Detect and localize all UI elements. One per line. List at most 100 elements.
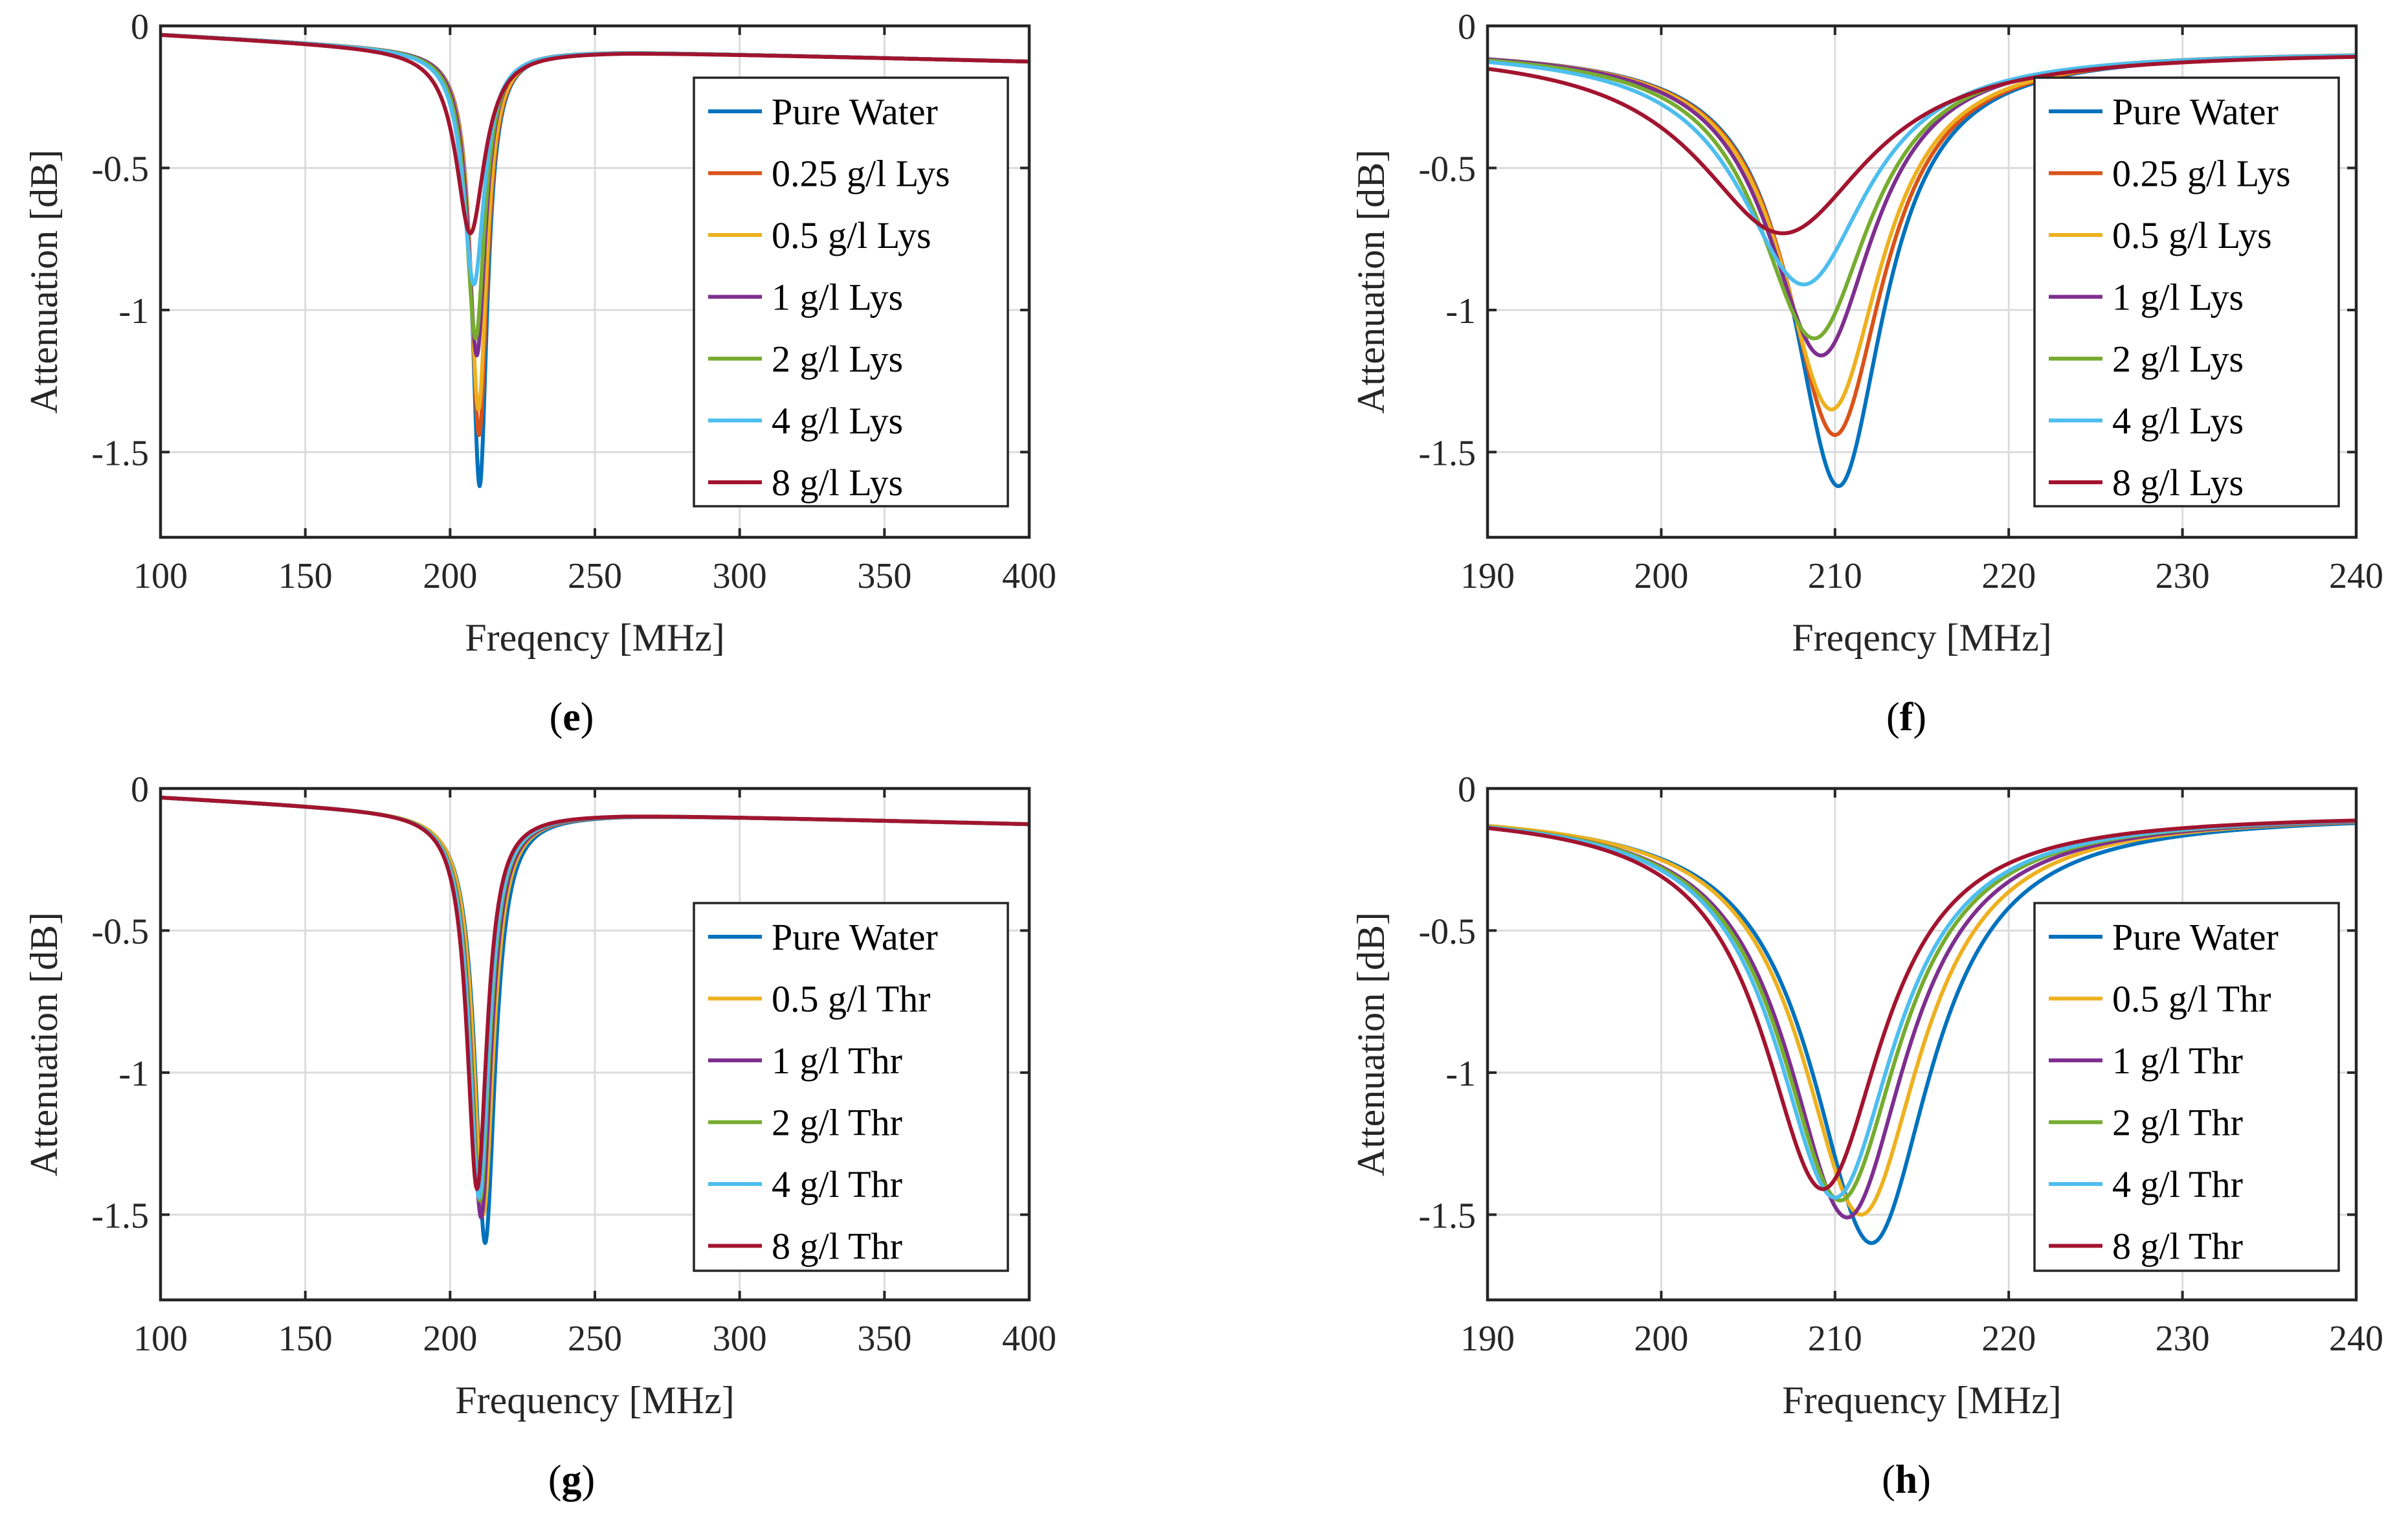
legend-label: Pure Water	[772, 91, 938, 133]
x-tick-label: 150	[278, 1319, 333, 1359]
x-axis-label: Frequency [MHz]	[1782, 1379, 2062, 1422]
legend-label: 8 g/l Lys	[772, 462, 903, 504]
y-tick-label: 0	[131, 770, 149, 810]
x-tick-label: 200	[423, 556, 477, 596]
legend-label: 0.5 g/l Lys	[772, 214, 931, 256]
y-tick-label: -1.5	[1418, 433, 1476, 473]
x-tick-label: 190	[1460, 556, 1515, 596]
x-tick-label: 240	[2329, 556, 2383, 596]
legend: Pure Water 0.5 g/l Thr 1 g/l Thr 2 g/l Thr 4…	[2033, 902, 2340, 1272]
y-tick-label: -0.5	[91, 911, 149, 952]
panel-tag-close: )	[582, 1458, 596, 1502]
y-tick-label: -1.5	[1418, 1196, 1476, 1236]
y-tick-label: -0.5	[1418, 911, 1476, 952]
x-tick-label: 350	[857, 1319, 911, 1359]
x-tick-label: 210	[1808, 556, 1862, 596]
legend-label: Pure Water	[2112, 916, 2279, 958]
x-tick-label: 250	[568, 1319, 622, 1359]
x-tick-label: 350	[857, 556, 911, 596]
series-group	[161, 32, 1029, 488]
legend-label: 8 g/l Lys	[2112, 462, 2244, 504]
x-tick-label: 230	[2156, 556, 2210, 596]
legend-label: 8 g/l Thr	[2112, 1225, 2243, 1268]
x-axis-label: Freqency [MHz]	[1792, 616, 2052, 659]
legend-label: 4 g/l Thr	[772, 1163, 902, 1205]
x-tick-label: 300	[713, 556, 767, 596]
legend-box	[693, 76, 1009, 508]
legend-label: 1 g/l Lys	[2112, 276, 2244, 319]
legend-box	[693, 902, 1009, 1272]
panel-tag: (e)	[550, 695, 594, 739]
legend-label: 4 g/l Thr	[2112, 1163, 2243, 1205]
y-axis-label: Attenuation [dB]	[1350, 912, 1392, 1176]
legend-label: 0.25 g/l Lys	[772, 153, 950, 195]
panel-tag-open: (	[550, 695, 563, 739]
panel-tag-letter: g	[562, 1458, 582, 1502]
series-line-6	[161, 33, 1029, 236]
legend-box	[2033, 76, 2340, 508]
y-tick-label: -1	[118, 291, 149, 331]
legend-label: Pure Water	[2112, 91, 2279, 133]
legend-label: 4 g/l Lys	[772, 400, 903, 442]
x-tick-label: 400	[1002, 556, 1056, 596]
panel-e: 100 150 200 250 300 350 400 0 -0.5 -1 -1.5 Freqency…	[23, 7, 1056, 739]
y-tick-label: -1	[1445, 291, 1476, 331]
x-tick-label: 100	[133, 1319, 188, 1359]
series-line-5	[1488, 818, 2356, 1191]
legend-label: 2 g/l Thr	[2112, 1102, 2243, 1144]
series-group	[161, 796, 1029, 1246]
axes-box	[1486, 787, 2358, 1302]
panel-g: 100 150 200 250 300 350 400 0 -0.5 -1 -1.5 Frequenc…	[23, 770, 1056, 1502]
y-axis-label: Attenuation [dB]	[23, 150, 65, 414]
x-tick-label: 240	[2329, 1319, 2383, 1359]
x-tick-label: 200	[423, 1319, 477, 1359]
legend-label: 0.25 g/l Lys	[2112, 153, 2291, 195]
legend-label: 2 g/l Lys	[772, 338, 903, 380]
legend-label: 4 g/l Lys	[2112, 400, 2244, 442]
legend: Pure Water 0.25 g/l Lys 0.5 g/l Lys 1 g/l L…	[693, 76, 1009, 508]
x-tick-label: 100	[133, 556, 188, 596]
series-group	[1488, 53, 2356, 488]
y-axis-label: Attenuation [dB]	[23, 912, 65, 1176]
panel-tag: (h)	[1882, 1458, 1931, 1502]
x-tick-label: 220	[1981, 1319, 2036, 1359]
series-line-5	[161, 796, 1029, 1191]
panel-tag: (g)	[548, 1458, 595, 1502]
panel-f: 190 200 210 220 230 240 0 -0.5 -1 -1.5 Freqency [M…	[1350, 7, 2383, 739]
y-tick-label: -1.5	[91, 1196, 149, 1236]
x-tick-label: 190	[1460, 1319, 1515, 1359]
y-tick-label: -0.5	[91, 149, 149, 189]
x-tick-label: 300	[713, 1319, 767, 1359]
x-axis-label: Frequency [MHz]	[455, 1379, 735, 1422]
series-group	[1488, 818, 2356, 1246]
x-tick-label: 400	[1002, 1319, 1056, 1359]
panel-tag: (f)	[1886, 695, 1926, 739]
legend-label: 0.5 g/l Thr	[2112, 978, 2271, 1020]
legend-label: 0.5 g/l Thr	[772, 978, 930, 1020]
x-tick-label: 150	[278, 556, 333, 596]
x-tick-label: 230	[2156, 1319, 2210, 1359]
x-tick-label: 200	[1634, 1319, 1688, 1359]
y-tick-label: 0	[1458, 770, 1476, 810]
legend-label: 2 g/l Thr	[772, 1102, 902, 1144]
y-tick-label: 0	[131, 7, 149, 47]
legend: Pure Water 0.25 g/l Lys 0.5 g/l Lys 1 g/l L…	[2033, 76, 2340, 508]
y-tick-label: -1	[1445, 1054, 1476, 1094]
panel-tag-letter: f	[1900, 695, 1914, 739]
series-line-6	[1488, 54, 2356, 236]
x-tick-label: 220	[1981, 556, 2036, 596]
y-tick-label: 0	[1458, 7, 1476, 47]
panel-h: 190 200 210 220 230 240 0 -0.5 -1 -1.5 Frequency […	[1350, 770, 2383, 1502]
panel-tag-letter: h	[1895, 1458, 1917, 1502]
legend-label: 1 g/l Thr	[772, 1040, 902, 1082]
axes-box	[1486, 24, 2358, 539]
x-tick-label: 250	[568, 556, 622, 596]
panel-tag-close: )	[1917, 1458, 1931, 1502]
legend-label: 1 g/l Lys	[772, 276, 903, 319]
x-tick-label: 210	[1808, 1319, 1862, 1359]
legend-label: 0.5 g/l Lys	[2112, 214, 2272, 256]
x-axis-label: Freqency [MHz]	[465, 616, 725, 659]
y-axis-label: Attenuation [dB]	[1350, 150, 1392, 414]
legend-label: 2 g/l Lys	[2112, 338, 2244, 380]
